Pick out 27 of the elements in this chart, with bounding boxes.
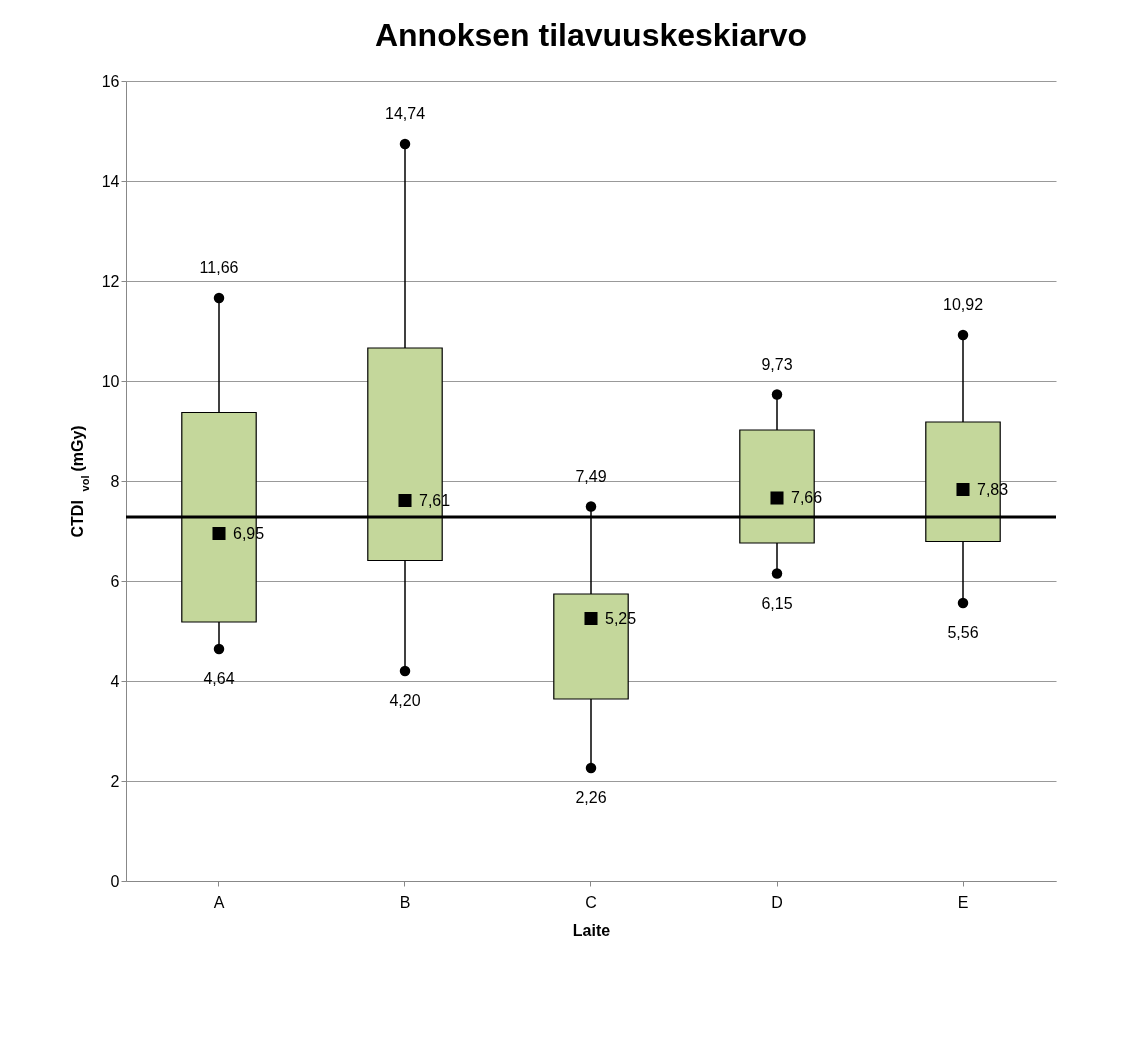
x-tick-label: B [399, 893, 411, 911]
x-tick-label: C [585, 893, 597, 911]
annotation: 4,20 [389, 692, 421, 709]
y-tick-label: 14 [101, 172, 120, 190]
x-tick-label: D [771, 893, 783, 911]
chart-title: Annoksen tilavuuskeskiarvo [374, 17, 808, 53]
annotation: 5,56 [947, 624, 979, 641]
annotation: 4,64 [203, 670, 235, 687]
y-tick-label: 16 [101, 72, 120, 90]
x-axis-title: Laite [572, 921, 611, 939]
y-tick-label: 10 [101, 372, 120, 390]
y-tick-label: 6 [110, 572, 120, 590]
y-tick-label: 4 [110, 672, 120, 690]
x-tick-label: A [213, 893, 225, 911]
y-tick-label: 2 [110, 772, 120, 790]
y-tick-label: 12 [101, 272, 120, 290]
annotation: 7,49 [575, 467, 607, 485]
annotation: 6,15 [761, 594, 793, 612]
x-tick-label: E [957, 893, 969, 911]
annotation: 2,26 [575, 789, 607, 806]
annotation: 9,73 [761, 355, 793, 373]
y-tick-label: 0 [110, 872, 120, 890]
y-tick-label: 8 [110, 472, 120, 490]
annotation: 10,92 [942, 296, 984, 313]
annotation: 14,74 [384, 105, 426, 122]
annotation: 11,66 [199, 259, 239, 276]
y-axis-title: CTDIvol (mGy) [69, 425, 91, 538]
